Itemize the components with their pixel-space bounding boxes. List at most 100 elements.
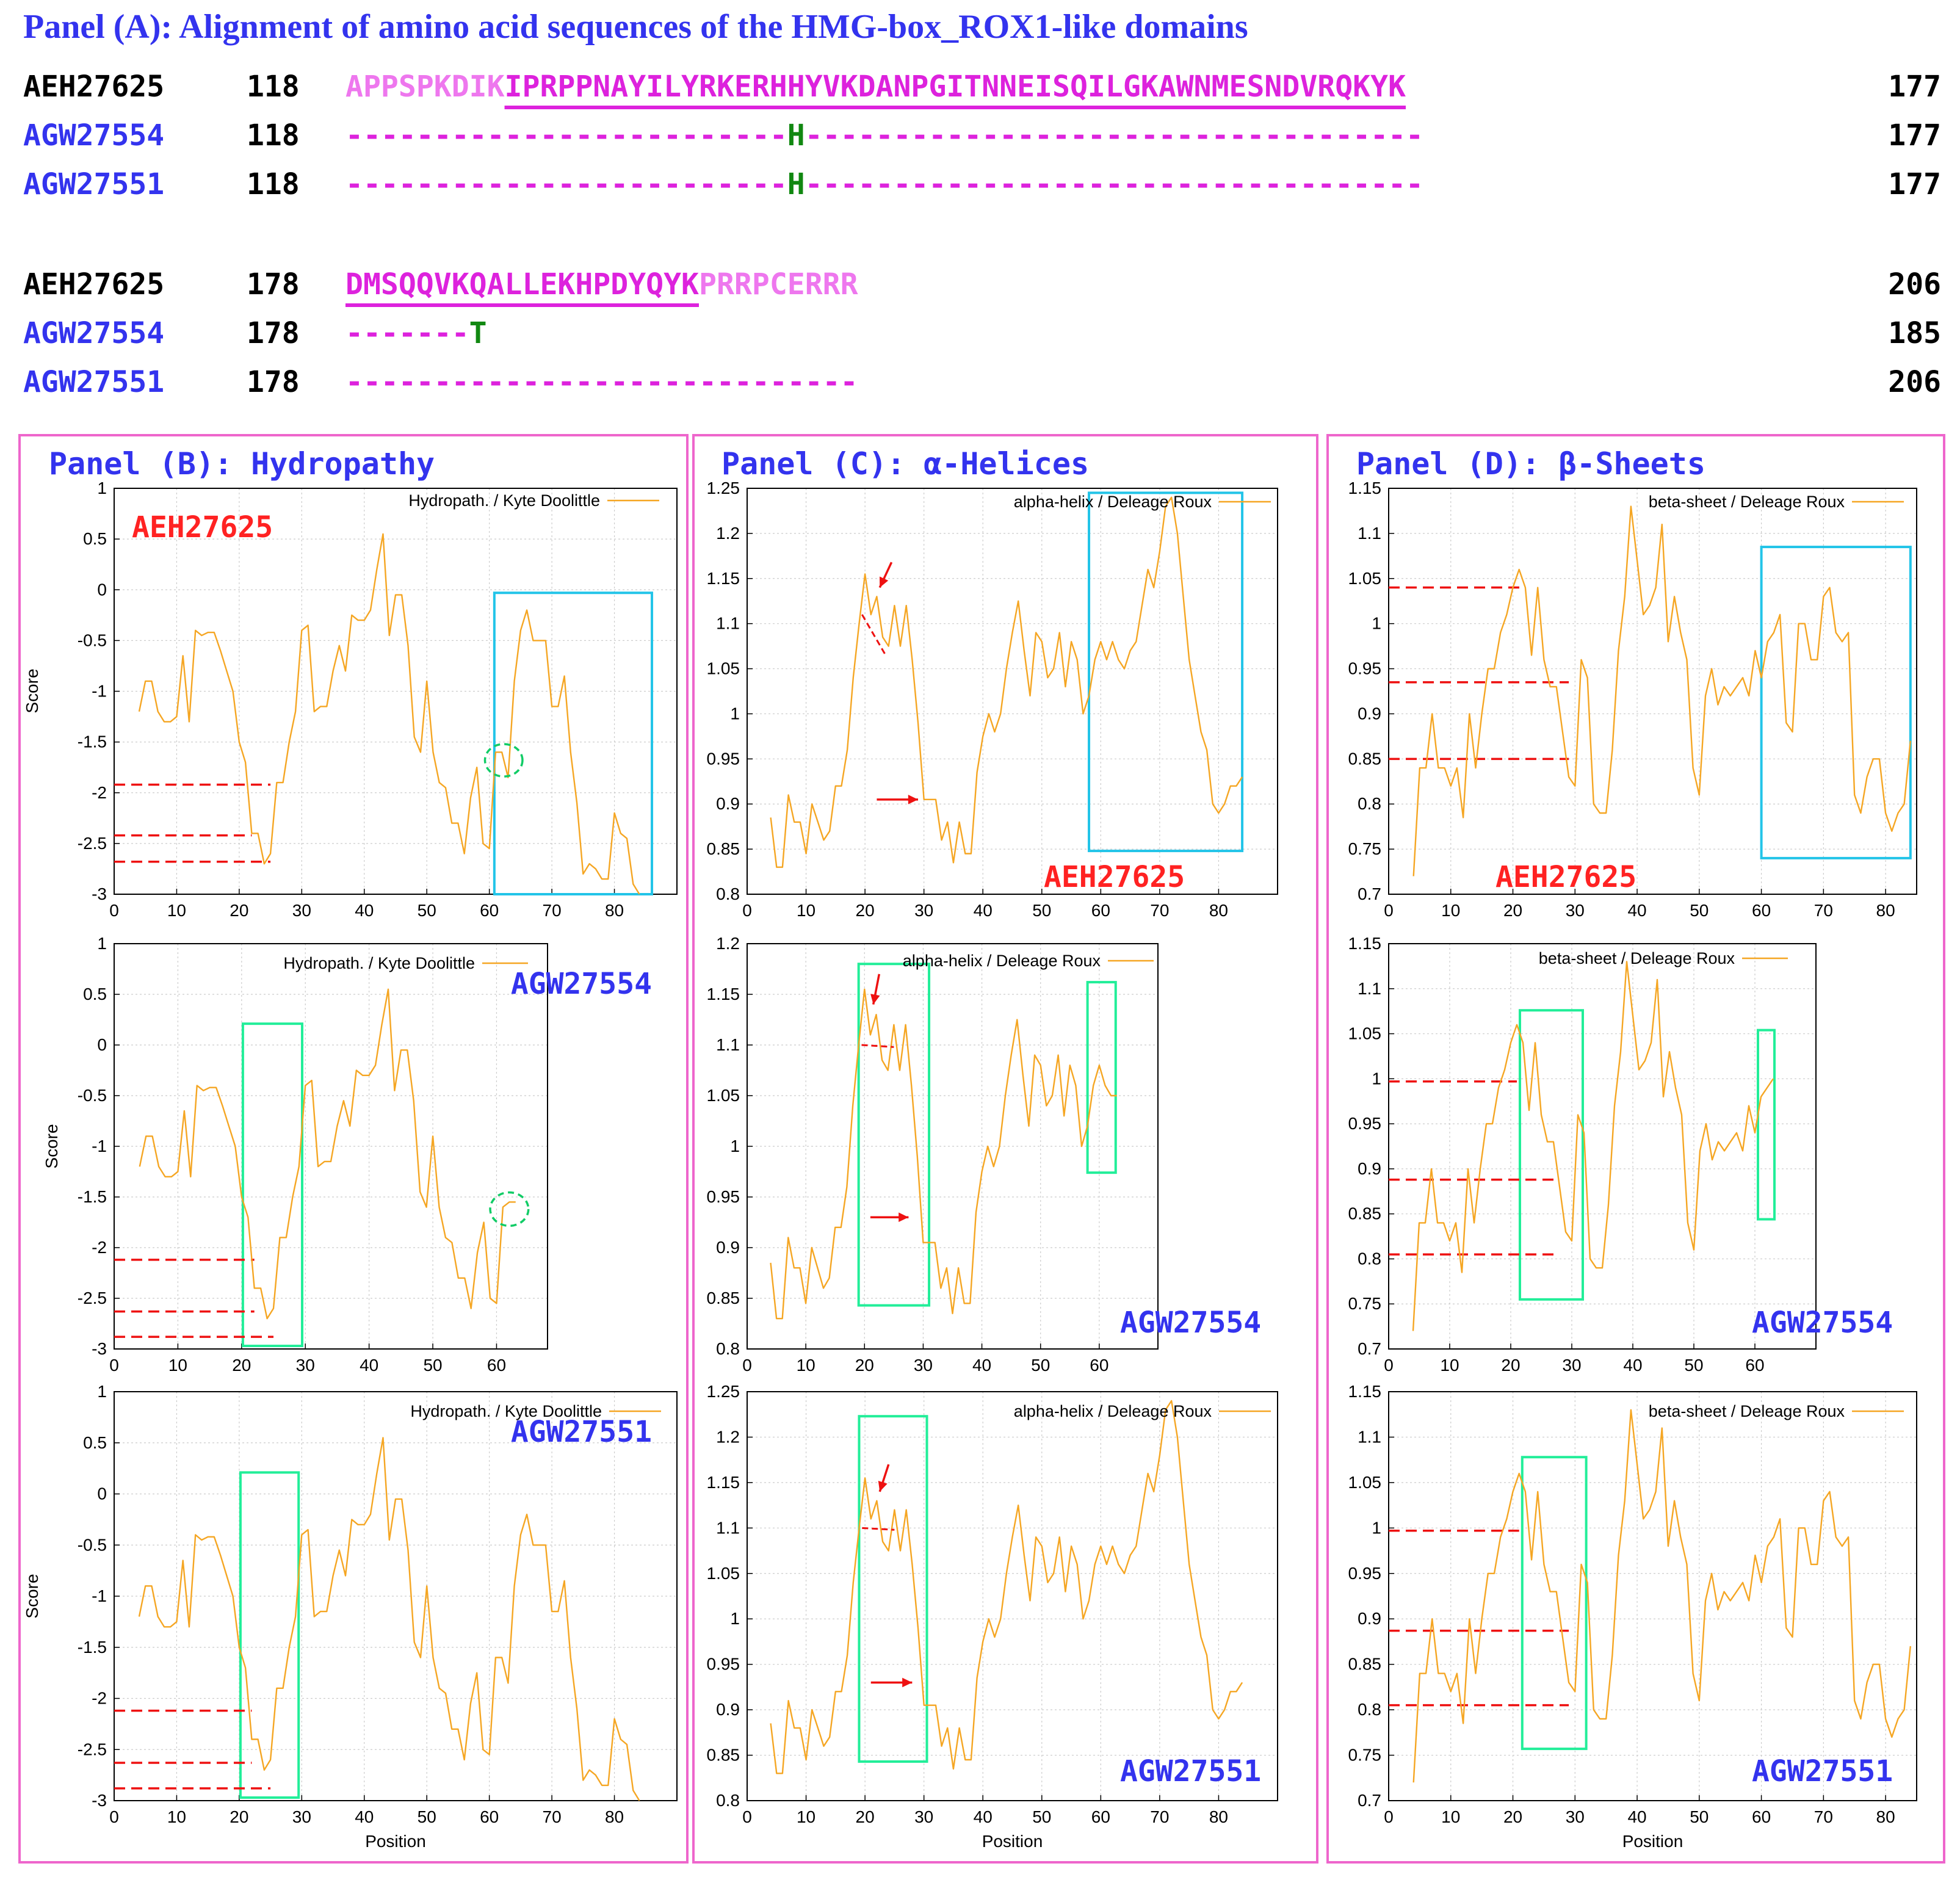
alignment-row: AEH27625 118 APPSPKDIK IPRPPNAYILYRKERHHYVK… <box>23 70 1941 109</box>
end-position: 206 <box>1888 267 1941 302</box>
y-tick-label: 1.2 <box>716 524 740 543</box>
legend-label: beta-sheet / Deleage Roux <box>1649 493 1845 511</box>
sequence-segment: H <box>787 167 805 201</box>
start-position: 118 <box>247 70 300 104</box>
x-tick-label: 10 <box>797 1807 815 1826</box>
x-tick-label: 60 <box>1752 1807 1771 1826</box>
y-tick-label: 1 <box>730 1137 740 1155</box>
y-tick-label: 0.5 <box>83 529 107 548</box>
end-position: 206 <box>1888 365 1941 399</box>
highlight-box <box>1521 1456 1588 1751</box>
x-tick-label: 50 <box>1032 1807 1051 1826</box>
chart-accession-label: AEH27625 <box>1044 860 1185 894</box>
y-tick-label: 0.95 <box>1348 659 1382 678</box>
arrow-head <box>908 795 919 804</box>
end-position: 185 <box>1888 316 1941 350</box>
y-tick-label: 0.7 <box>1358 1339 1381 1358</box>
y-axis-label: Score <box>23 1574 42 1618</box>
y-tick-label: 0.8 <box>1358 794 1381 813</box>
chart-accession-label: AEH27625 <box>1495 860 1636 894</box>
y-tick-label: 0.8 <box>716 884 740 903</box>
y-tick-label: 0.9 <box>1358 704 1381 723</box>
x-tick-label: 10 <box>1441 901 1460 920</box>
legend-label: beta-sheet / Deleage Roux <box>1539 949 1735 967</box>
y-tick-label: -1.5 <box>78 1187 107 1206</box>
y-tick-label: 0.9 <box>716 794 740 813</box>
chart-C-AGW27551: 0 10 20 30 40 50 60 70 80 0.8 0.85 0.9 0.95 1 1.05 1.1 1… <box>707 1382 1278 1851</box>
series-line <box>770 496 1243 868</box>
y-tick-label: -2.5 <box>78 1289 107 1307</box>
y-tick-label: -0.5 <box>78 631 107 649</box>
highlight-circle <box>483 743 524 778</box>
trend-dash <box>861 1044 894 1048</box>
start-position: 178 <box>247 316 300 350</box>
x-tick-label: 60 <box>1091 901 1110 920</box>
y-tick-label: -1.5 <box>78 1638 107 1657</box>
x-tick-label: 40 <box>355 1807 374 1826</box>
x-tick-label: 40 <box>360 1356 378 1375</box>
x-tick-label: 80 <box>605 1807 624 1826</box>
y-tick-label: 0.85 <box>1348 1655 1382 1674</box>
series-line <box>138 533 640 895</box>
y-tick-label: 0.5 <box>83 985 107 1003</box>
x-tick-label: 30 <box>292 901 311 920</box>
start-position: 118 <box>247 167 300 201</box>
start-position: 178 <box>247 267 300 302</box>
chart-D-AGW27551: 0 10 20 30 40 50 60 70 80 0.7 0.75 0.8 0.85 0.9 0.95 1 1… <box>1348 1382 1917 1851</box>
sequence-segment: PRRPCERRR <box>699 267 858 302</box>
x-tick-label: 40 <box>974 901 993 920</box>
x-tick-label: 0 <box>1384 1356 1394 1375</box>
x-tick-label: 80 <box>1876 901 1895 920</box>
x-tick-label: 30 <box>914 901 933 920</box>
x-tick-label: 10 <box>167 1807 186 1826</box>
y-tick-label: 0.95 <box>1348 1564 1382 1583</box>
x-axis-label: Position <box>982 1832 1043 1851</box>
y-tick-label: 1.15 <box>707 1473 740 1492</box>
chart-accession-label: AGW27554 <box>511 967 652 1001</box>
highlight-box <box>1757 1029 1776 1221</box>
plot-frame <box>1388 1391 1917 1801</box>
y-tick-label: 1 <box>1372 1518 1381 1537</box>
y-tick-label: -3 <box>92 884 107 903</box>
series-line <box>770 988 1117 1320</box>
chart-accession-label: AGW27551 <box>1120 1754 1261 1788</box>
alignment-row: AGW27551 118 ------------------------- H ---… <box>23 167 1941 201</box>
x-tick-label: 0 <box>742 1807 752 1826</box>
panel-title: Panel (D): β-Sheets <box>1356 446 1705 482</box>
y-tick-label: 1.15 <box>707 985 740 1003</box>
end-position: 177 <box>1888 70 1941 104</box>
trend-dash <box>861 614 887 656</box>
y-tick-label: -1 <box>92 1137 107 1155</box>
accession-label: AGW27554 <box>23 118 164 153</box>
y-tick-label: 1 <box>1372 614 1381 633</box>
panel-frames: Panel (B): Hydropathy Panel (C): α-Helice… <box>18 434 1945 1864</box>
sequence-segment: ----------------------------------- <box>805 167 1423 201</box>
y-tick-label: 0.85 <box>707 1289 740 1307</box>
y-tick-label: 1 <box>97 934 107 953</box>
legend-label: Hydropath. / Kyte Doolittle <box>283 954 475 972</box>
x-tick-label: 50 <box>423 1356 442 1375</box>
y-tick-label: 1.1 <box>1358 1427 1381 1446</box>
arrow-head <box>880 576 889 588</box>
x-tick-label: 70 <box>543 901 562 920</box>
y-tick-label: 0.75 <box>1348 1294 1382 1313</box>
x-tick-label: 60 <box>1090 1356 1108 1375</box>
highlight-box <box>241 1022 304 1348</box>
x-tick-label: 30 <box>914 1807 933 1826</box>
y-tick-label: 0.8 <box>1358 1249 1381 1268</box>
arrow-head <box>902 1677 913 1688</box>
chart-B-AGW27554: 0 10 20 30 40 50 60 -3 -2.5 -2 -1.5 -1 -0.5 0 0.5 1 Scor… <box>42 934 652 1375</box>
y-tick-label: 1.2 <box>716 934 740 953</box>
highlight-box <box>857 963 931 1307</box>
x-tick-label: 30 <box>292 1807 311 1826</box>
sequence-segment: ----------------------------- <box>345 365 858 399</box>
x-tick-label: 50 <box>1690 1807 1709 1826</box>
highlight-box <box>493 591 654 895</box>
y-tick-label: -0.5 <box>78 1535 107 1554</box>
y-tick-label: 1.1 <box>716 1518 740 1537</box>
accession-label: AEH27625 <box>23 267 164 302</box>
x-tick-label: 0 <box>742 1356 752 1375</box>
y-tick-label: 0.95 <box>707 1187 740 1206</box>
